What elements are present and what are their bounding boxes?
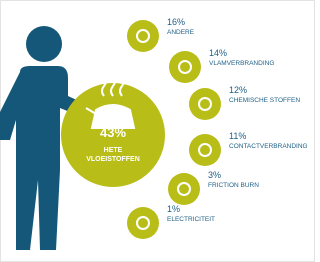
center-percent: 43% <box>100 125 126 140</box>
category-percent: 3% <box>208 170 221 180</box>
category-label: CONTACTVERBRANDING <box>229 143 308 150</box>
category-percent: 11% <box>229 131 246 141</box>
category-circle <box>189 88 221 120</box>
category-percent: 16% <box>167 17 185 27</box>
category-label: ELECTRICITEIT <box>167 216 215 223</box>
category-percent: 12% <box>229 85 247 95</box>
category-percent: 1% <box>167 204 180 214</box>
category-label: ANDERE <box>167 29 195 36</box>
category-percent: 14% <box>209 48 227 58</box>
category-label: FRICTION BURN <box>208 182 259 189</box>
center-label: VLOEISTOFFEN <box>86 156 140 163</box>
center-label: HETE <box>104 147 123 154</box>
category-label: VLAMVERBRANDING <box>209 60 274 67</box>
category-label: CHEMISCHE STOFFEN <box>229 97 300 104</box>
category-circle <box>127 20 159 52</box>
category-circle <box>169 51 201 83</box>
category-circle <box>127 207 159 239</box>
category-circle <box>189 134 221 166</box>
infographic: 43% HETE VLOEISTOFFEN 16% ANDERE 14% VLAMVE… <box>0 0 315 262</box>
category-circle <box>168 173 200 205</box>
